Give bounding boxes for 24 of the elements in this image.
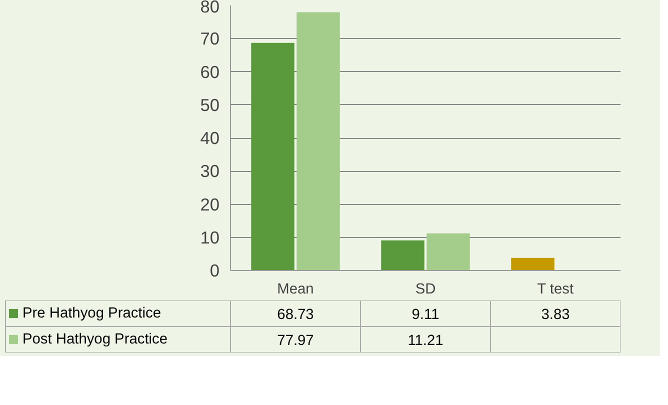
data-label: 3.83	[541, 307, 570, 323]
y-tick-label: 60	[200, 62, 220, 82]
x-tick-label: Mean	[277, 282, 314, 298]
y-tick-label: 10	[200, 227, 220, 248]
x-tick-label: SD	[415, 282, 436, 298]
bar	[511, 258, 554, 270]
data-label: 11.21	[408, 333, 444, 349]
bar	[426, 233, 470, 270]
y-tick-label: 70	[200, 28, 220, 49]
legend-label: Pre Hathyog Practice	[22, 306, 161, 322]
legend-label: Post Hathyog Practice	[22, 332, 168, 348]
y-tick-label: 50	[200, 94, 220, 115]
bar	[251, 42, 294, 270]
y-tick-label: 20	[200, 194, 220, 214]
y-tick-label: 80	[200, 0, 220, 16]
data-label: 68.73	[277, 307, 314, 323]
y-tick-label: 0	[210, 260, 220, 280]
y-tick-label: 40	[200, 128, 220, 148]
data-label: 9.11	[412, 307, 440, 323]
bar	[296, 12, 340, 270]
y-tick-label: 30	[200, 161, 220, 182]
bar	[381, 240, 424, 270]
data-label: 77.97	[277, 333, 314, 349]
x-tick-label: T test	[537, 282, 574, 298]
